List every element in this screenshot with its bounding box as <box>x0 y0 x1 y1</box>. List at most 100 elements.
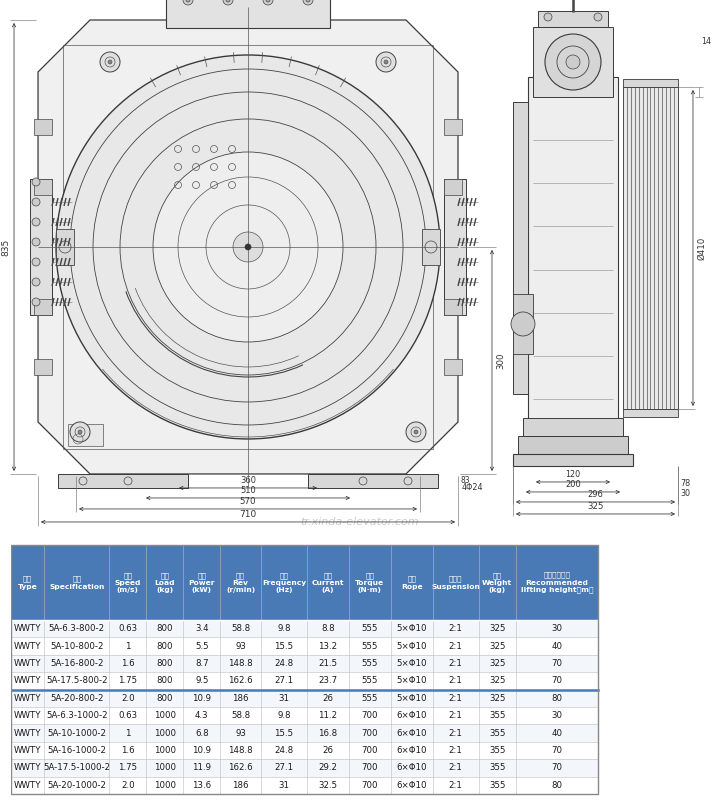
Text: 5×Φ10: 5×Φ10 <box>397 694 427 703</box>
Text: 1000: 1000 <box>154 763 176 772</box>
Text: 120: 120 <box>565 470 580 479</box>
Text: 70: 70 <box>552 676 562 685</box>
Text: 83: 83 <box>461 476 471 485</box>
Circle shape <box>56 55 440 439</box>
Text: 26: 26 <box>323 746 333 755</box>
Bar <box>56 229 74 265</box>
Circle shape <box>70 422 90 442</box>
Circle shape <box>545 34 601 90</box>
Text: 148.8: 148.8 <box>228 659 253 668</box>
Text: 31: 31 <box>279 694 289 703</box>
Bar <box>11 545 598 620</box>
Text: 1.75: 1.75 <box>118 763 138 772</box>
Text: 710: 710 <box>239 510 256 519</box>
Text: 555: 555 <box>361 642 378 650</box>
Text: 9.8: 9.8 <box>277 711 291 721</box>
Circle shape <box>266 0 270 2</box>
Circle shape <box>406 422 426 442</box>
Text: 835: 835 <box>1 239 10 256</box>
Text: 1000: 1000 <box>154 711 176 721</box>
Text: 2:1: 2:1 <box>449 694 463 703</box>
Text: 2:1: 2:1 <box>449 729 463 737</box>
Text: 325: 325 <box>489 694 505 703</box>
Bar <box>11 545 598 794</box>
Text: 23.7: 23.7 <box>318 676 338 685</box>
Text: 11.9: 11.9 <box>192 763 211 772</box>
Text: 14: 14 <box>701 38 711 47</box>
Text: 6×Φ10: 6×Φ10 <box>397 711 427 721</box>
Text: 1000: 1000 <box>154 746 176 755</box>
Text: 频率
Frequency
(Hz): 频率 Frequency (Hz) <box>262 572 306 593</box>
Circle shape <box>32 238 40 246</box>
Text: 700: 700 <box>361 781 378 790</box>
Text: 800: 800 <box>156 676 173 685</box>
Bar <box>34 119 52 135</box>
Text: 13.6: 13.6 <box>192 781 212 790</box>
Text: 2:1: 2:1 <box>449 659 463 668</box>
Bar <box>513 294 533 354</box>
Text: 1.75: 1.75 <box>118 676 138 685</box>
Circle shape <box>544 13 552 21</box>
Text: 2:1: 2:1 <box>449 781 463 790</box>
Text: WWTY: WWTY <box>14 624 41 634</box>
Text: 700: 700 <box>361 711 378 721</box>
Bar <box>63 45 433 449</box>
Text: 5A-10-800-2: 5A-10-800-2 <box>50 642 104 650</box>
Text: 11.2: 11.2 <box>318 711 338 721</box>
Bar <box>11 742 598 759</box>
Circle shape <box>32 278 40 286</box>
Circle shape <box>32 198 40 206</box>
Text: 1000: 1000 <box>154 729 176 737</box>
Bar <box>11 725 598 742</box>
Text: 3.4: 3.4 <box>195 624 209 634</box>
Circle shape <box>594 13 602 21</box>
Bar <box>11 654 598 672</box>
Circle shape <box>511 312 535 336</box>
Text: 转矩
Torque
(N·m): 转矩 Torque (N·m) <box>355 572 384 593</box>
Text: Ø410: Ø410 <box>697 236 706 260</box>
Text: WWTY: WWTY <box>14 746 41 755</box>
Circle shape <box>263 0 273 5</box>
Bar <box>11 777 598 794</box>
Text: 绳规
Rope: 绳规 Rope <box>401 575 423 589</box>
Bar <box>444 299 462 315</box>
Text: 4Φ24: 4Φ24 <box>462 484 484 492</box>
Circle shape <box>376 52 396 72</box>
Text: 1: 1 <box>125 642 130 650</box>
Text: 1.6: 1.6 <box>121 659 135 668</box>
Text: 355: 355 <box>489 729 505 737</box>
Text: 70: 70 <box>552 746 562 755</box>
Text: 700: 700 <box>361 763 378 772</box>
Text: 200: 200 <box>565 480 581 489</box>
Text: 5A-6.3-800-2: 5A-6.3-800-2 <box>49 624 105 634</box>
Text: 2:1: 2:1 <box>449 746 463 755</box>
Text: 58.8: 58.8 <box>231 711 250 721</box>
Text: 325: 325 <box>489 676 505 685</box>
Text: 70: 70 <box>552 763 562 772</box>
Text: 40: 40 <box>552 729 562 737</box>
Text: 93: 93 <box>235 729 246 737</box>
Bar <box>533 27 613 97</box>
Circle shape <box>78 430 82 434</box>
Circle shape <box>32 258 40 266</box>
Text: 80: 80 <box>552 781 562 790</box>
Circle shape <box>245 244 251 250</box>
Text: 5A-6.3-1000-2: 5A-6.3-1000-2 <box>46 711 107 721</box>
Circle shape <box>384 60 388 64</box>
Text: 10.9: 10.9 <box>192 746 211 755</box>
Circle shape <box>153 152 343 342</box>
Text: 5.5: 5.5 <box>195 642 209 650</box>
Text: 296: 296 <box>588 490 603 499</box>
Text: 325: 325 <box>489 659 505 668</box>
Text: 5A-20-1000-2: 5A-20-1000-2 <box>48 781 107 790</box>
Text: 10.9: 10.9 <box>192 694 211 703</box>
Text: 300: 300 <box>496 352 505 368</box>
Text: 规格
Specification: 规格 Specification <box>49 575 104 589</box>
Bar <box>11 638 598 654</box>
Text: 0.63: 0.63 <box>118 624 138 634</box>
Text: 15.5: 15.5 <box>274 642 294 650</box>
Text: 555: 555 <box>361 659 378 668</box>
Circle shape <box>183 0 193 5</box>
Bar <box>58 474 188 488</box>
Text: 0.63: 0.63 <box>118 711 138 721</box>
